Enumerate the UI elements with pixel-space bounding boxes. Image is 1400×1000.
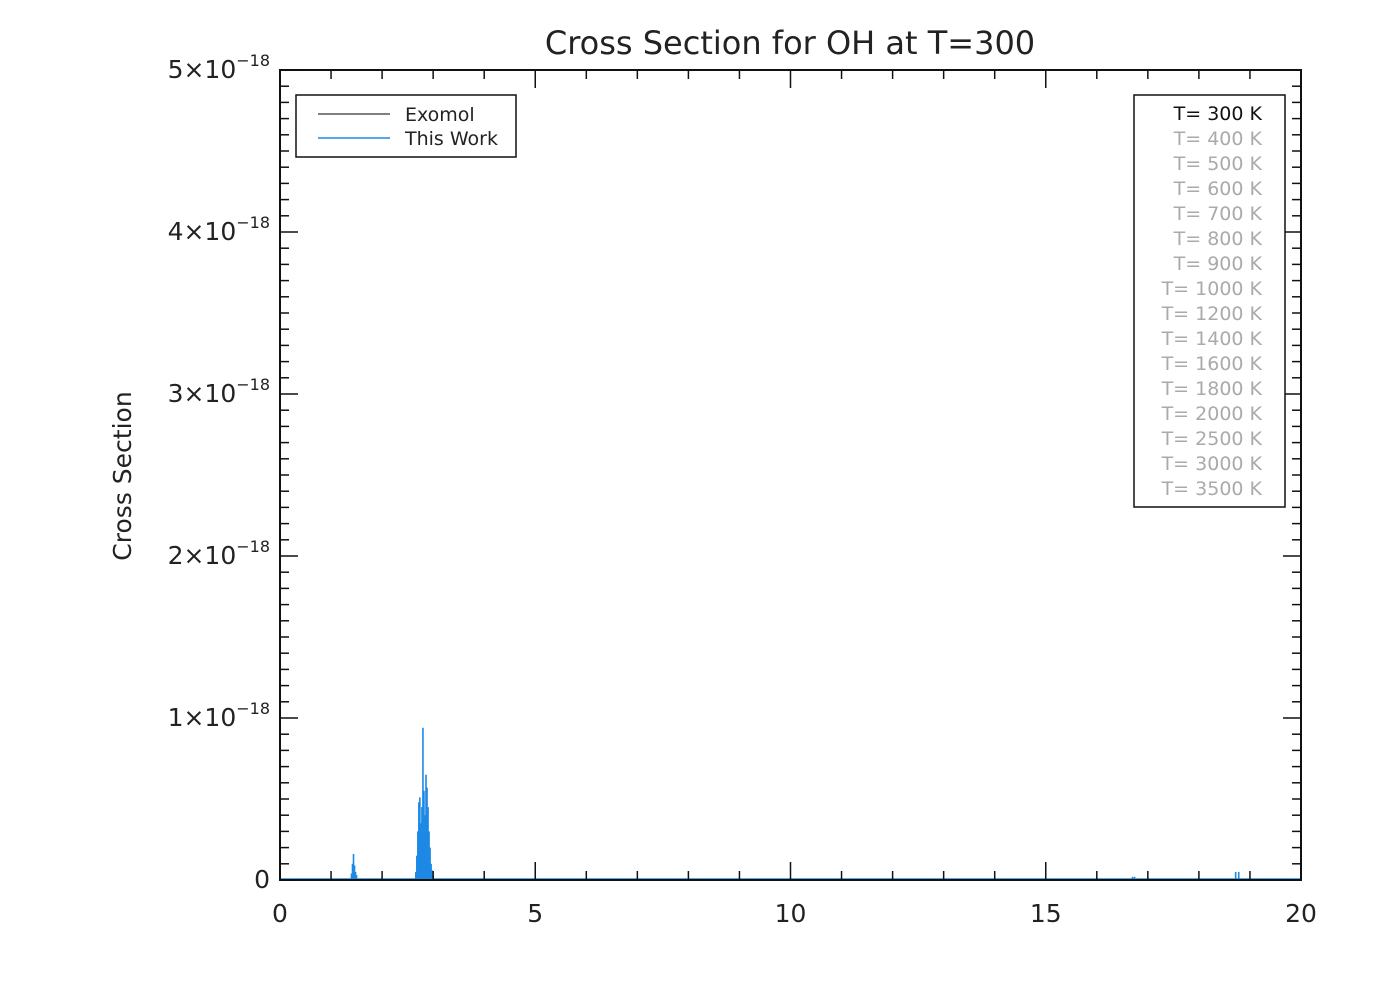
y-tick-label: 3×10−18	[168, 375, 270, 408]
tick-labels: 0 5 10 15 20 0 1×10−18 2×10−18 3×10−18 4×10−18 5×1…	[168, 51, 1317, 928]
temperature-legend: T= 300 K T= 400 K T= 500 K T= 600 K T= 700 K…	[1133, 94, 1286, 508]
series-legend-box	[295, 94, 517, 158]
temperature-legend-entry: T= 900 K	[1173, 253, 1263, 275]
temperature-legend-entry: T= 3000 K	[1161, 453, 1263, 475]
temperature-legend-entry: T= 1200 K	[1161, 303, 1263, 325]
x-tick-label: 10	[775, 899, 807, 928]
y-axis-label: Cross Section	[108, 391, 137, 560]
temperature-legend-entry: T= 1800 K	[1161, 378, 1263, 400]
temperature-legend-entry: T= 500 K	[1173, 153, 1263, 175]
temperature-legend-entry: T= 3500 K	[1161, 478, 1263, 500]
x-tick-label: 0	[272, 899, 288, 928]
y-tick-label: 0	[254, 865, 270, 894]
temperature-legend-entry: T= 1000 K	[1161, 278, 1263, 300]
y-tick-label: 2×10−18	[168, 537, 270, 570]
temperature-legend-box	[1133, 94, 1286, 508]
temperature-legend-entry: T= 2500 K	[1161, 428, 1263, 450]
axis-ticks	[279, 69, 1302, 881]
plot-marks	[280, 727, 1301, 881]
temperature-legend-entry: T= 400 K	[1173, 128, 1263, 150]
chart-title: Cross Section for OH at T=300	[545, 24, 1035, 62]
temperature-legend-entry: T= 600 K	[1173, 178, 1263, 200]
x-tick-label: 15	[1030, 899, 1062, 928]
x-tick-label: 5	[527, 899, 543, 928]
temperature-legend-entry: T= 300 K	[1173, 103, 1263, 125]
y-tick-label: 4×10−18	[168, 213, 270, 246]
temperature-legend-entry: T= 700 K	[1173, 203, 1263, 225]
legend-entry-label: Exomol	[405, 104, 475, 126]
temperature-legend-entry: T= 1400 K	[1161, 328, 1263, 350]
y-tick-label: 1×10−18	[168, 699, 270, 732]
y-tick-label: 5×10−18	[168, 51, 270, 84]
temperature-legend-entry: T= 1600 K	[1161, 353, 1263, 375]
legend-entry-label: This Work	[404, 128, 498, 150]
temperature-legend-entry: T= 2000 K	[1161, 403, 1263, 425]
x-tick-label: 20	[1285, 899, 1317, 928]
temperature-legend-entry: T= 800 K	[1173, 228, 1263, 250]
